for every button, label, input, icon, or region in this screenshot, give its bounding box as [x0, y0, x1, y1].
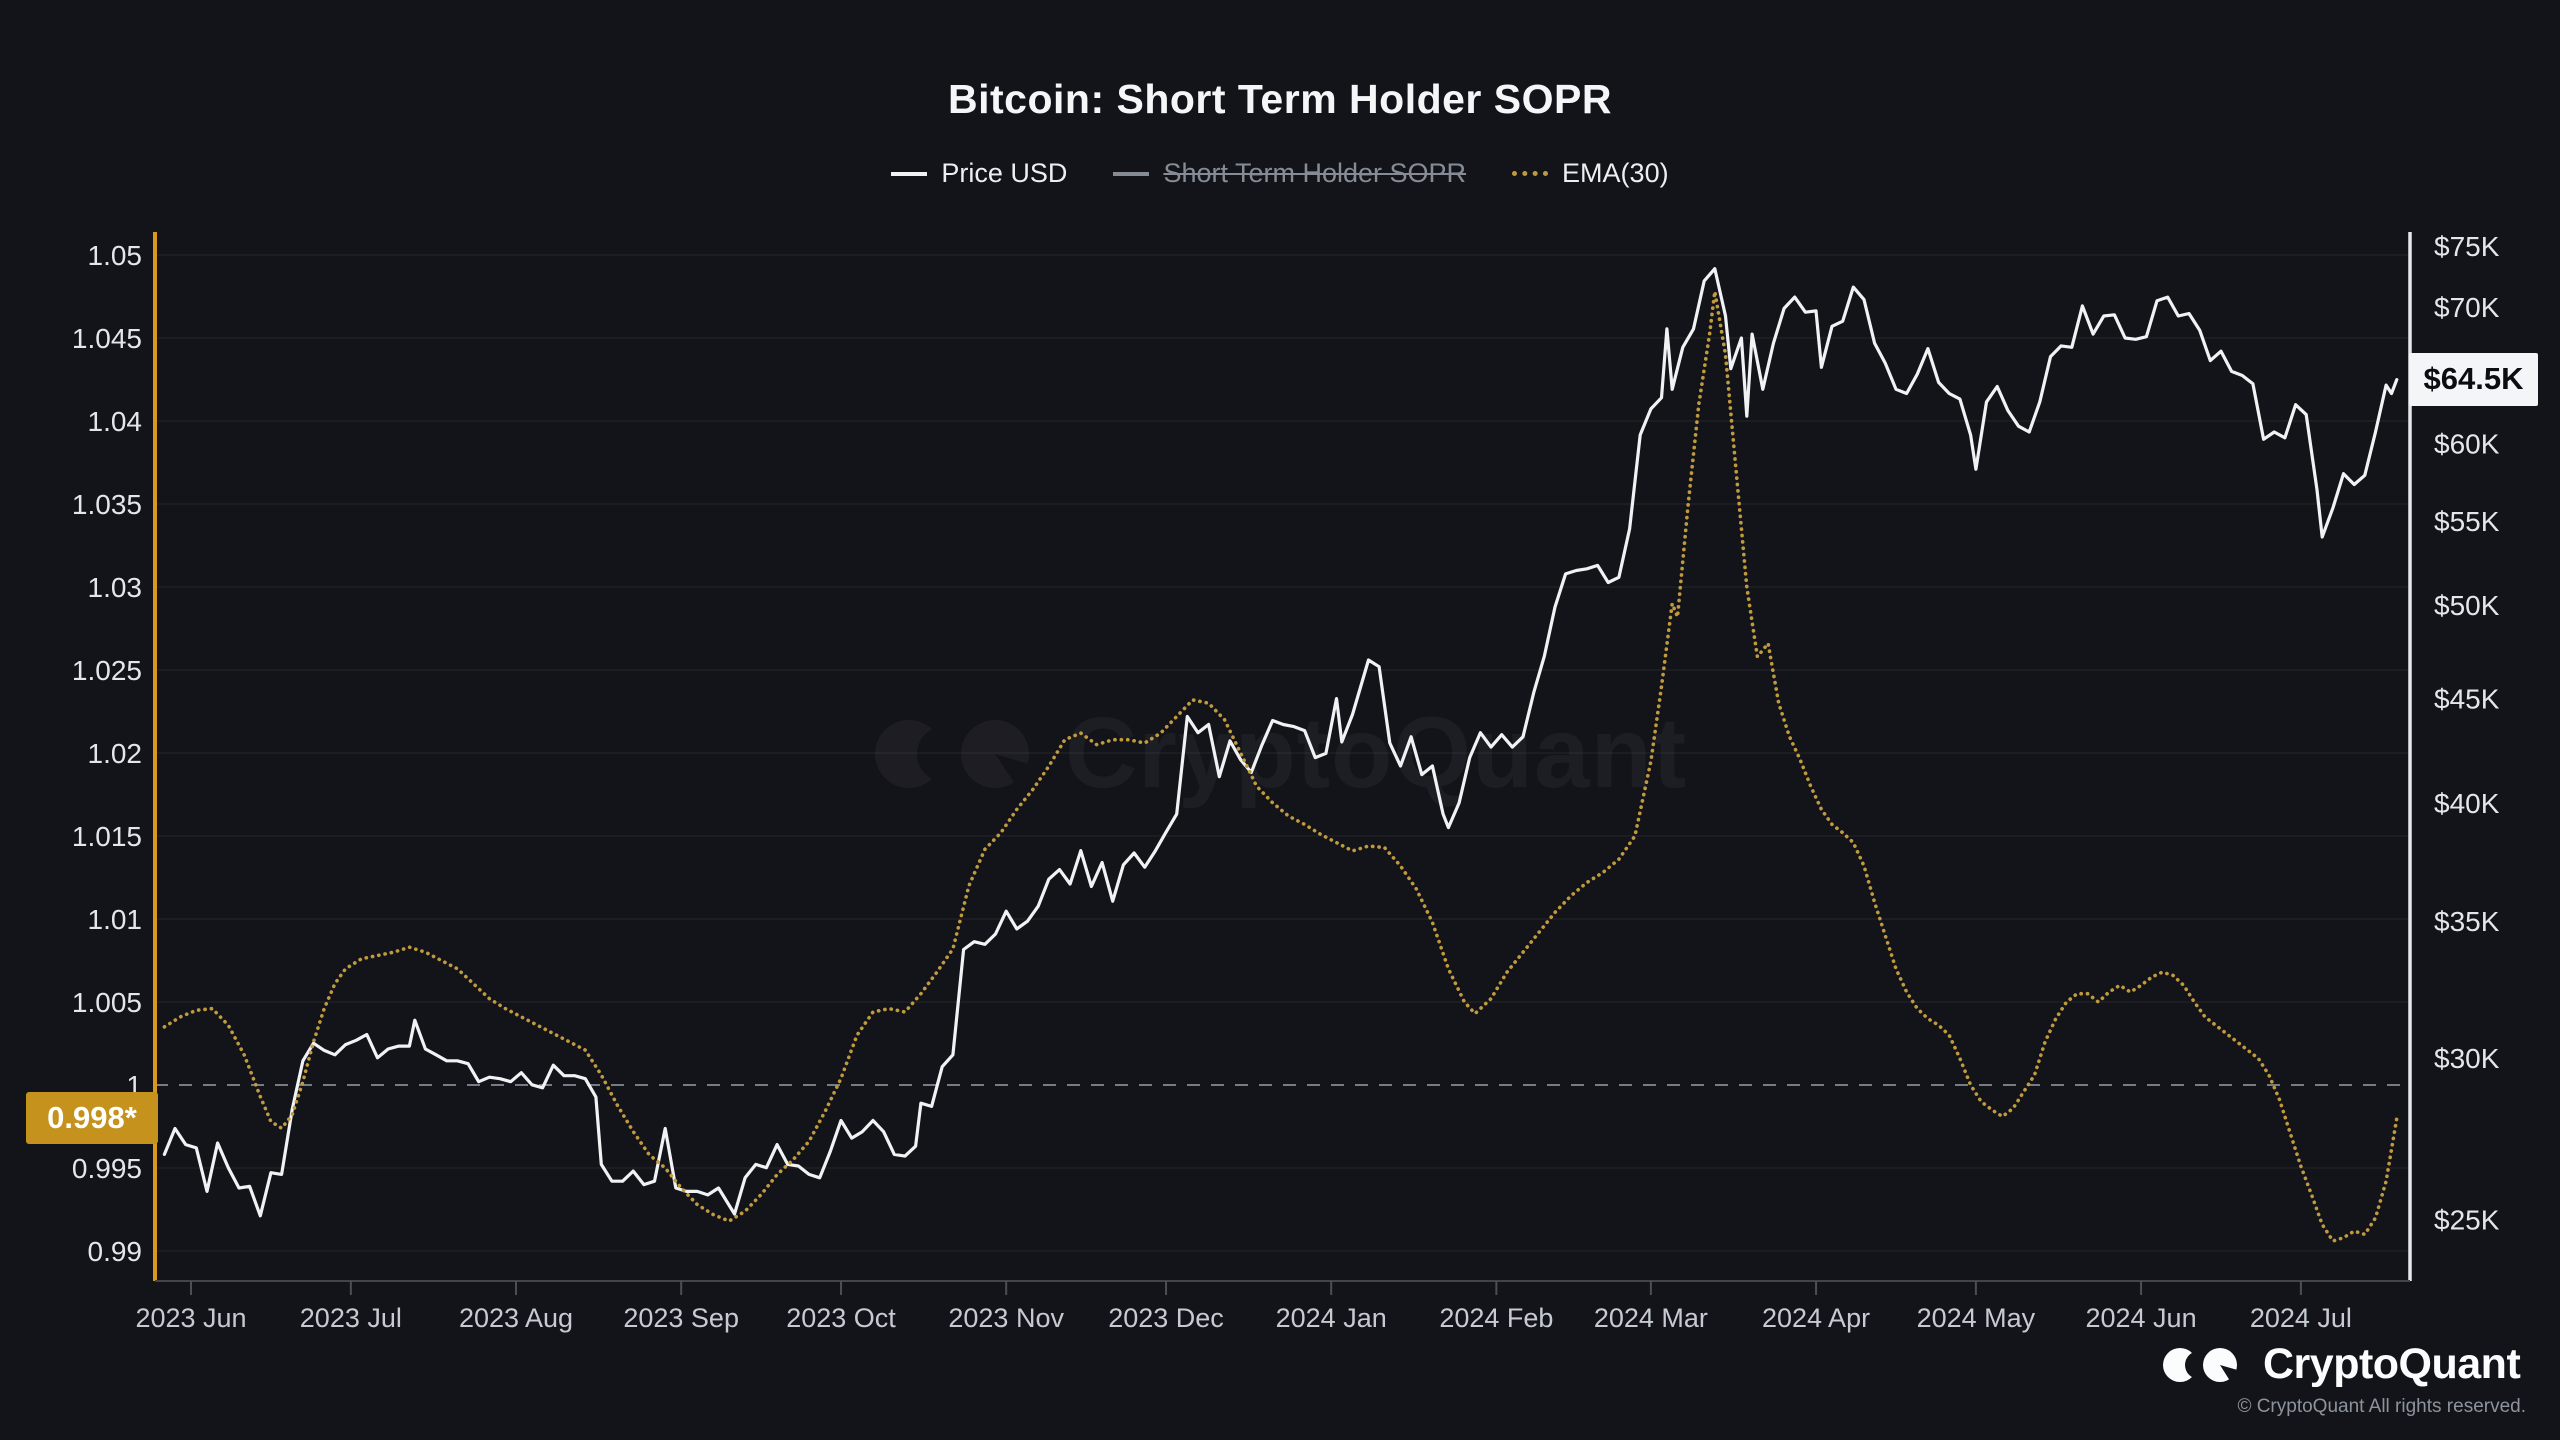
right-axis-tick-label: $50K [2434, 590, 2500, 621]
x-tick-label: 2023 Dec [1108, 1303, 1224, 1333]
x-tick-label: 2023 Oct [786, 1303, 896, 1333]
price-usd-line [162, 267, 2399, 1218]
current-price-badge: $64.5K [2409, 352, 2538, 406]
right-axis-tick-label: $40K [2434, 788, 2500, 819]
ema-line-marker-icon [1512, 171, 1549, 176]
right-axis-tick-label: $70K [2434, 292, 2500, 323]
x-tick-label: 2023 Aug [459, 1303, 573, 1333]
right-axis-tick-label: $75K [2434, 231, 2500, 262]
current-sopr-badge: 0.998* [26, 1092, 158, 1145]
x-tick-label: 2024 Feb [1439, 1303, 1553, 1333]
right-axis-tick-label: $55K [2434, 506, 2500, 537]
right-axis-tick-label: $45K [2434, 684, 2500, 715]
x-tick-label: 2024 Mar [1594, 1303, 1708, 1333]
right-axis-tick-label: $25K [2434, 1204, 2500, 1235]
x-tick-label: 2024 Jul [2250, 1303, 2352, 1333]
right-axis-tick-label: $35K [2434, 906, 2500, 937]
brand-name: CryptoQuant [2263, 1340, 2521, 1388]
left-axis-tick-label: 1.03 [88, 572, 143, 603]
legend-label: Price USD [941, 158, 1068, 188]
sopr-line-marker-icon [1113, 171, 1150, 176]
x-tick-label: 2024 Jun [2085, 1303, 2196, 1333]
x-tick-label: 2023 Sep [623, 1303, 739, 1333]
left-axis-tick-label: 1.025 [72, 655, 142, 686]
legend-label: EMA(30) [1562, 158, 1669, 188]
legend-label: Short Term Holder SOPR [1163, 158, 1467, 188]
left-axis-tick-label: 1.045 [72, 323, 142, 354]
right-axis-tick-label: $30K [2434, 1043, 2500, 1074]
x-tick-label: 2024 Jan [1276, 1303, 1387, 1333]
x-tick-label: 2023 Nov [948, 1303, 1064, 1333]
left-axis-tick-label: 1.01 [88, 904, 143, 935]
right-axis-tick-label: $60K [2434, 429, 2500, 460]
left-axis-tick-label: 1.015 [72, 821, 142, 852]
ema30-sopr-line [162, 289, 2399, 1243]
left-axis-tick-label: 0.99 [88, 1236, 143, 1267]
cryptoquant-logo-mark-icon [2163, 1347, 2241, 1384]
chart-legend: Price USD Short Term Holder SOPR EMA(30) [0, 158, 2560, 189]
legend-item-price-usd[interactable]: Price USD [891, 158, 1067, 189]
x-tick-label: 2023 Jun [135, 1303, 246, 1333]
copyright-text: © CryptoQuant All rights reserved. [2237, 1396, 2526, 1417]
cryptoquant-logo: CryptoQuant [2162, 1340, 2521, 1389]
left-axis-tick-label: 1.035 [72, 489, 142, 520]
left-axis-tick-label: 1.05 [88, 240, 143, 271]
left-axis-tick-label: 1.005 [72, 987, 142, 1018]
legend-item-sth-sopr[interactable]: Short Term Holder SOPR [1113, 158, 1466, 189]
page-title: Bitcoin: Short Term Holder SOPR [948, 76, 1612, 122]
price-line-marker-icon [891, 171, 928, 176]
x-tick-label: 2024 May [1917, 1303, 2036, 1333]
left-axis-tick-label: 1.04 [88, 406, 143, 437]
left-axis-tick-label: 1.02 [88, 738, 143, 769]
left-axis-tick-label: 0.995 [72, 1153, 142, 1184]
legend-item-ema30[interactable]: EMA(30) [1512, 158, 1669, 189]
x-tick-label: 2023 Jul [300, 1303, 402, 1333]
x-tick-label: 2024 Apr [1762, 1303, 1870, 1333]
